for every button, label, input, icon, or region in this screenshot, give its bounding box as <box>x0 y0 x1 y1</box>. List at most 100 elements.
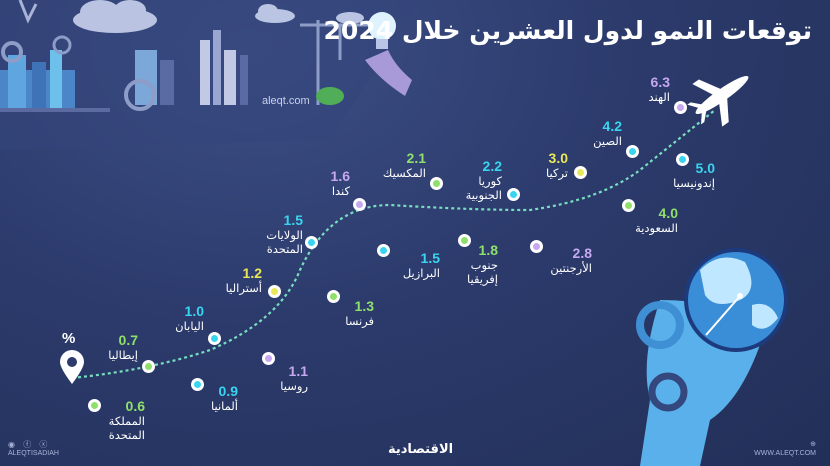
growth-value: 2.1 <box>406 150 426 166</box>
country-label: 4.2 الصين <box>593 118 622 148</box>
country-name: تركيا <box>546 166 568 180</box>
country-label: 1.2 أستراليا <box>226 265 262 295</box>
gear-icon <box>636 301 684 349</box>
lightbulb-icon <box>365 12 412 96</box>
factory-illustration <box>0 0 110 112</box>
social-handle-text: ALEQTISADIAH <box>8 450 59 457</box>
gear-icon <box>648 372 688 412</box>
country-name: أستراليا <box>225 281 262 295</box>
country-label: 1.1 روسيا <box>280 363 308 393</box>
site-url: aleqt.com <box>262 95 310 107</box>
globe-small-icon: ⊕ <box>810 441 816 448</box>
growth-value: 4.0 <box>658 205 678 221</box>
country-name: فرنسا <box>345 314 374 328</box>
growth-value: 0.7 <box>118 332 138 348</box>
country-dot <box>507 188 520 201</box>
brand-logo: الاقتصادية <box>388 442 454 457</box>
page-title: توقعات النمو لدول العشرين خلال 2024 <box>323 16 812 45</box>
country-label: 2.2 كوريا الجنوبية <box>466 158 502 202</box>
growth-value: 1.6 <box>330 168 350 184</box>
cloud-icon <box>73 0 364 33</box>
social-icons: ◉ ⓕ ⓧ <box>8 440 51 449</box>
country-name: إيطاليا <box>108 348 138 362</box>
country-dot <box>262 352 275 365</box>
buildings-illustration <box>124 30 248 111</box>
country-label: 1.5 الولايات المتحدة <box>266 212 303 256</box>
country-name: الهند <box>648 90 670 104</box>
country-dot <box>142 360 155 373</box>
country-label: 3.0 تركيا <box>546 150 568 180</box>
country-label: 6.3 الهند <box>648 74 670 104</box>
growth-value: 1.8 <box>478 242 498 258</box>
country-name: الأرجنتين <box>550 261 592 275</box>
country-label: 2.8 الأرجنتين <box>550 245 592 275</box>
crane-icon <box>300 20 370 105</box>
growth-value: 6.3 <box>650 74 670 90</box>
country-name: إندونيسيا <box>673 176 715 190</box>
growth-value: 0.9 <box>218 383 238 399</box>
airplane-icon <box>687 75 749 127</box>
country-name: ألمانيا <box>210 399 238 413</box>
country-name: الولايات <box>266 228 303 242</box>
country-dot <box>674 101 687 114</box>
country-dot <box>377 244 390 257</box>
growth-value: 1.2 <box>242 265 262 281</box>
growth-value: 0.6 <box>125 398 145 414</box>
country-name: اليابان <box>175 319 204 333</box>
country-dot <box>622 199 635 212</box>
map-pin-icon <box>60 350 84 384</box>
country-label: 4.0 السعودية <box>635 205 678 235</box>
globe-icon <box>640 248 788 466</box>
country-label: 2.1 المكسيك <box>383 150 426 180</box>
social-handle: ◉ ⓕ ⓧ ALEQTISADIAH <box>8 440 59 458</box>
country-dot <box>458 234 471 247</box>
percent-sign: % <box>62 330 76 347</box>
country-name: جنوب <box>470 258 498 272</box>
growth-value: 5.0 <box>695 160 715 176</box>
country-dot <box>626 145 639 158</box>
country-name: روسيا <box>280 379 308 393</box>
country-name-line2: إفريقيا <box>466 272 498 286</box>
country-dot <box>676 153 689 166</box>
website-text: WWW.ALEQT.COM <box>754 450 816 457</box>
growth-value: 1.5 <box>283 212 303 228</box>
growth-value: 1.3 <box>354 298 374 314</box>
country-name: الصين <box>593 134 622 148</box>
country-label: 1.0 اليابان <box>175 303 204 333</box>
growth-value: 1.0 <box>184 303 204 319</box>
growth-path <box>71 109 716 380</box>
country-name: المملكة <box>108 414 145 428</box>
country-label: 0.6 المملكة المتحدة <box>109 398 145 442</box>
country-dot <box>208 332 221 345</box>
country-label: 5.0 إندونيسيا <box>673 160 715 190</box>
country-dot <box>88 399 101 412</box>
country-label: 0.7 إيطاليا <box>108 332 138 362</box>
country-name: كندا <box>331 184 350 198</box>
country-name-line2: الجنوبية <box>465 188 502 202</box>
country-name: السعودية <box>635 221 678 235</box>
country-label: 1.6 كندا <box>331 168 350 198</box>
growth-value: 4.2 <box>602 118 622 134</box>
country-name: البرازيل <box>402 266 440 280</box>
country-dot <box>574 166 587 179</box>
country-label: 0.9 ألمانيا <box>211 383 238 413</box>
country-label: 1.8 جنوب إفريقيا <box>467 242 498 286</box>
growth-value: 1.5 <box>420 250 440 266</box>
growth-value: 1.1 <box>288 363 308 379</box>
country-dot <box>327 290 340 303</box>
website-footer: ⊕ WWW.ALEQT.COM <box>754 440 816 458</box>
country-name: كوريا <box>478 174 502 188</box>
country-dot <box>430 177 443 190</box>
country-label: 1.3 فرنسا <box>345 298 374 328</box>
country-dot <box>191 378 204 391</box>
growth-value: 2.2 <box>482 158 502 174</box>
growth-value: 3.0 <box>548 150 568 166</box>
country-dot <box>268 285 281 298</box>
country-dot <box>353 198 366 211</box>
growth-value: 2.8 <box>572 245 592 261</box>
country-name-line2: المتحدة <box>266 242 303 256</box>
country-dot <box>305 236 318 249</box>
country-label: 1.5 البرازيل <box>403 250 440 280</box>
